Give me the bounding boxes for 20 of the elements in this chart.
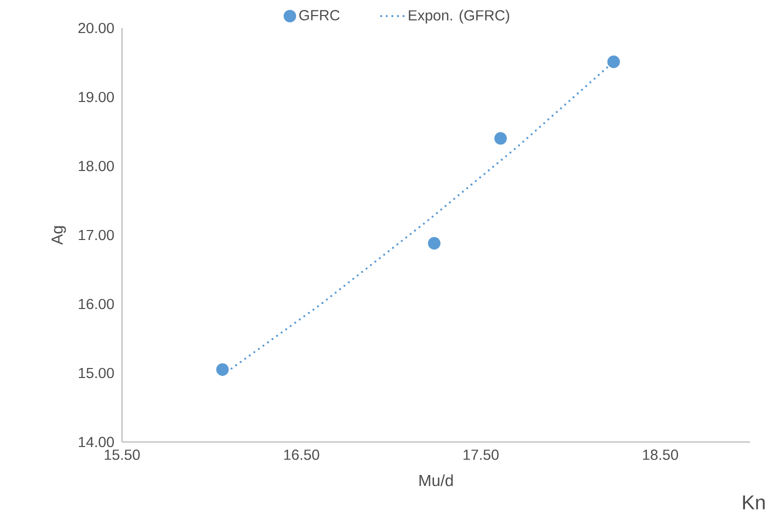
- y-tick-label: 15.00: [78, 368, 114, 378]
- x-axis-title: Mu/d: [420, 474, 453, 486]
- legend-label: GFRC: [299, 10, 340, 20]
- y-tick-label: 18.00: [78, 160, 114, 172]
- text: Kn: [743, 496, 765, 510]
- point: [607, 56, 620, 68]
- point: [216, 363, 229, 376]
- x-tick-label: 18.50: [643, 450, 678, 460]
- x-tick-label: 15.50: [104, 450, 140, 460]
- x-tick-label: 17.50: [464, 450, 499, 460]
- point: [494, 132, 507, 145]
- x-tick-label: 16.50: [284, 450, 320, 460]
- y-tick-label: 20.00: [78, 22, 114, 34]
- y-tick-label: 14.00: [78, 436, 114, 448]
- y-tick-label: 17.00: [78, 230, 114, 240]
- point: [428, 237, 440, 250]
- legend-label: Expon. (GFRC): [408, 10, 510, 24]
- y-tick-label: 16.00: [78, 298, 114, 310]
- y-axis-title: Ag: [52, 226, 66, 245]
- y-tick-label: 19.00: [78, 92, 114, 102]
